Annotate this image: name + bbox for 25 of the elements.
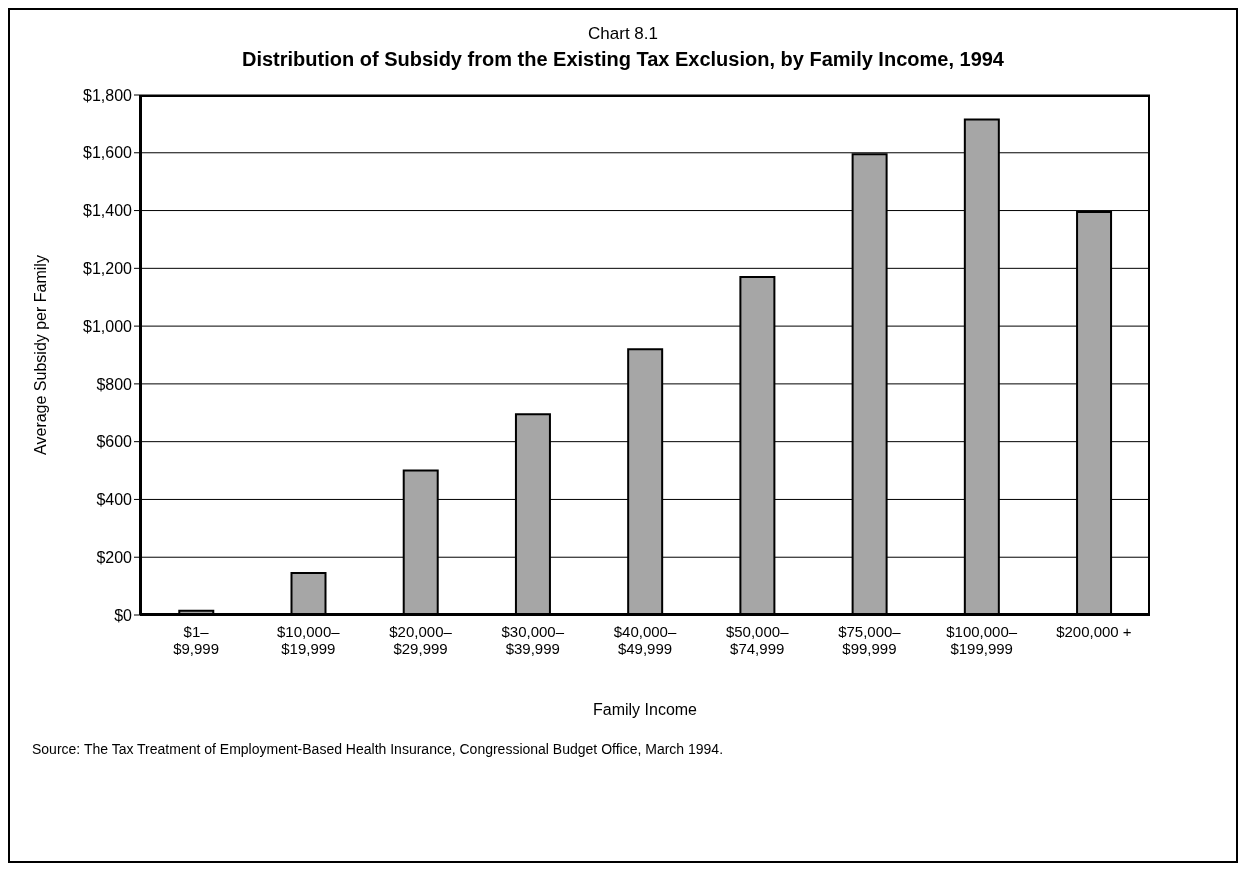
y-axis-title: Average Subsidy per Family xyxy=(31,255,49,455)
source-note: Source: The Tax Treatment of Employment-Based Health Insurance, Congressional Budget Office, March 1994. xyxy=(32,741,725,757)
x-tick-label: $75,000– $99,999 xyxy=(838,623,902,657)
x-axis-title: Family Income xyxy=(592,701,698,718)
y-tick-label: $400 xyxy=(96,491,133,509)
x-tick-label: $1– $9,999 xyxy=(173,623,220,657)
y-tick-label: $0 xyxy=(114,606,133,624)
x-tick-label: $200,000 + xyxy=(1056,623,1132,640)
y-tick-label: $800 xyxy=(96,375,133,393)
y-tick-label: $1,600 xyxy=(83,144,133,162)
y-tick-label: $1,400 xyxy=(83,202,133,220)
x-tick-label: $20,000– $29,999 xyxy=(389,623,453,657)
x-tick-label: $10,000– $19,999 xyxy=(277,623,341,657)
chart-subtitle: Chart 8.1 xyxy=(587,24,659,44)
x-tick-label: $30,000– $39,999 xyxy=(501,623,565,657)
chart-title: Distribution of Subsidy from the Existing Tax Exclusion, by Family Income, 1994 xyxy=(241,48,1005,71)
x-tick-label: $100,000– $199,999 xyxy=(946,623,1018,657)
bar xyxy=(290,572,327,615)
y-tick-label: $1,800 xyxy=(83,86,133,104)
y-tick-label: $600 xyxy=(96,433,133,451)
y-tick-label: $1,000 xyxy=(83,317,133,335)
y-tick-label: $200 xyxy=(96,548,133,566)
x-tick-label: $40,000– $49,999 xyxy=(613,623,677,657)
y-tick-label: $1,200 xyxy=(83,260,133,278)
x-tick-label: $50,000– $74,999 xyxy=(725,623,790,657)
